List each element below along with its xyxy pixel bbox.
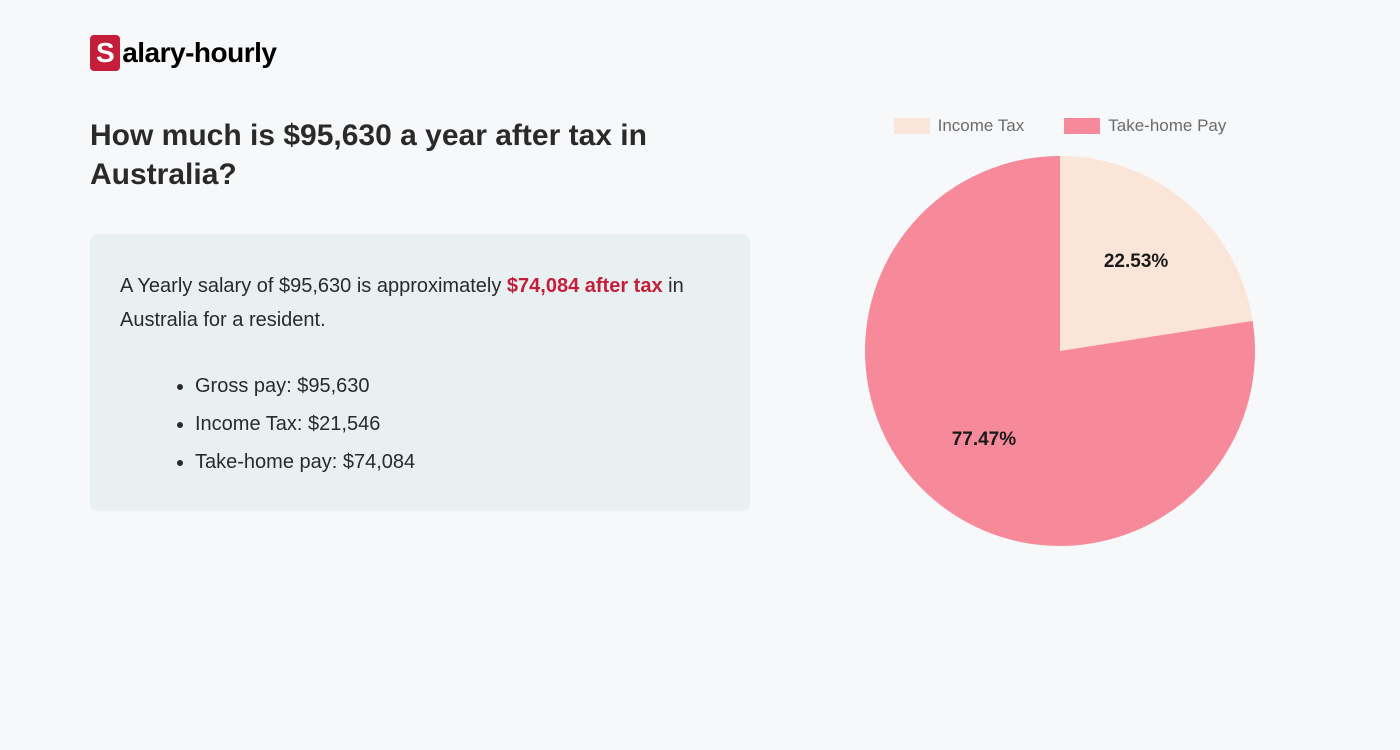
- legend-swatch-income-tax: [894, 118, 930, 134]
- summary-pre: A Yearly salary of $95,630 is approximat…: [120, 275, 507, 297]
- detail-gross-pay: Gross pay: $95,630: [195, 367, 720, 405]
- left-column: How much is $95,630 a year after tax in …: [90, 116, 750, 551]
- details-list: Gross pay: $95,630 Income Tax: $21,546 T…: [120, 367, 720, 481]
- pie-slice-label: 77.47%: [952, 429, 1016, 451]
- content-row: How much is $95,630 a year after tax in …: [90, 116, 1310, 551]
- legend-label-income-tax: Income Tax: [938, 116, 1025, 136]
- detail-income-tax: Income Tax: $21,546: [195, 405, 720, 443]
- pie-svg: [860, 151, 1260, 551]
- chart-legend: Income Tax Take-home Pay: [894, 116, 1227, 136]
- summary-highlight: $74,084 after tax: [507, 275, 663, 297]
- detail-takehome-pay: Take-home pay: $74,084: [195, 443, 720, 481]
- pie-chart: 22.53% 77.47%: [860, 151, 1260, 551]
- logo-text: alary-hourly: [122, 37, 276, 69]
- site-logo: Salary-hourly: [90, 35, 1310, 71]
- right-column: Income Tax Take-home Pay 22.53% 77.47%: [810, 116, 1310, 551]
- pie-slice-label: 22.53%: [1104, 251, 1168, 273]
- page-container: Salary-hourly How much is $95,630 a year…: [0, 0, 1400, 586]
- info-box: A Yearly salary of $95,630 is approximat…: [90, 234, 750, 511]
- legend-item-takehome: Take-home Pay: [1064, 116, 1226, 136]
- logo-badge: S: [90, 35, 120, 71]
- legend-item-income-tax: Income Tax: [894, 116, 1025, 136]
- summary-text: A Yearly salary of $95,630 is approximat…: [120, 269, 720, 337]
- legend-label-takehome: Take-home Pay: [1108, 116, 1226, 136]
- page-heading: How much is $95,630 a year after tax in …: [90, 116, 750, 194]
- legend-swatch-takehome: [1064, 118, 1100, 134]
